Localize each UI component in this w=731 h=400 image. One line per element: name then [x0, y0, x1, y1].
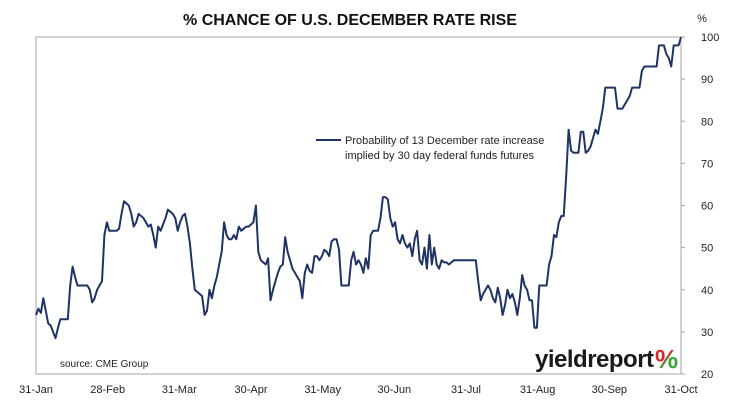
y-axis-unit-label: % — [697, 13, 707, 25]
y-axis: 20 30 40 50 60 70 80 90 100 — [681, 32, 719, 381]
chart-title: % CHANCE OF U.S. DECEMBER RATE RISE — [183, 12, 517, 29]
x-tick-label: 30-Sep — [592, 384, 627, 396]
logo-percent-icon: % — [655, 344, 678, 374]
x-tick-label: 31-Aug — [520, 384, 555, 396]
x-tick-label: 30-Jun — [378, 384, 412, 396]
y-tick-label: 20 — [701, 369, 713, 381]
y-tick-label: 30 — [701, 327, 713, 339]
x-tick-label: 31-Jul — [451, 384, 481, 396]
y-tick-label: 60 — [701, 201, 713, 213]
x-tick-label: 31-May — [304, 384, 341, 396]
legend-text-line2: implied by 30 day federal funds futures — [345, 150, 534, 162]
series-layer — [35, 36, 682, 340]
x-axis: 31-Jan 28-Feb 31-Mar 30-Apr 31-May 30-Jun 31-J… — [19, 384, 697, 396]
legend: Probability of 13 December rate increase… — [316, 135, 544, 162]
source-note: source: CME Group — [60, 359, 149, 370]
x-tick-label: 28-Feb — [90, 384, 125, 396]
yieldreport-logo: yieldreport % — [535, 344, 678, 374]
y-tick-label: 80 — [701, 116, 713, 128]
x-tick-label: 31-Oct — [664, 384, 697, 396]
x-tick-label: 31-Jan — [19, 384, 53, 396]
legend-text-line1: Probability of 13 December rate increase — [345, 135, 544, 147]
x-tick-label: 30-Apr — [234, 384, 267, 396]
x-tick-label: 31-Mar — [162, 384, 197, 396]
series-line — [35, 36, 682, 340]
y-tick-label: 50 — [701, 243, 713, 255]
plot-area — [35, 36, 682, 375]
logo-text: yieldreport — [535, 346, 654, 373]
y-tick-label: 70 — [701, 158, 713, 170]
y-tick-label: 40 — [701, 285, 713, 297]
y-tick-label: 90 — [701, 74, 713, 86]
y-tick-label: 100 — [701, 32, 719, 44]
